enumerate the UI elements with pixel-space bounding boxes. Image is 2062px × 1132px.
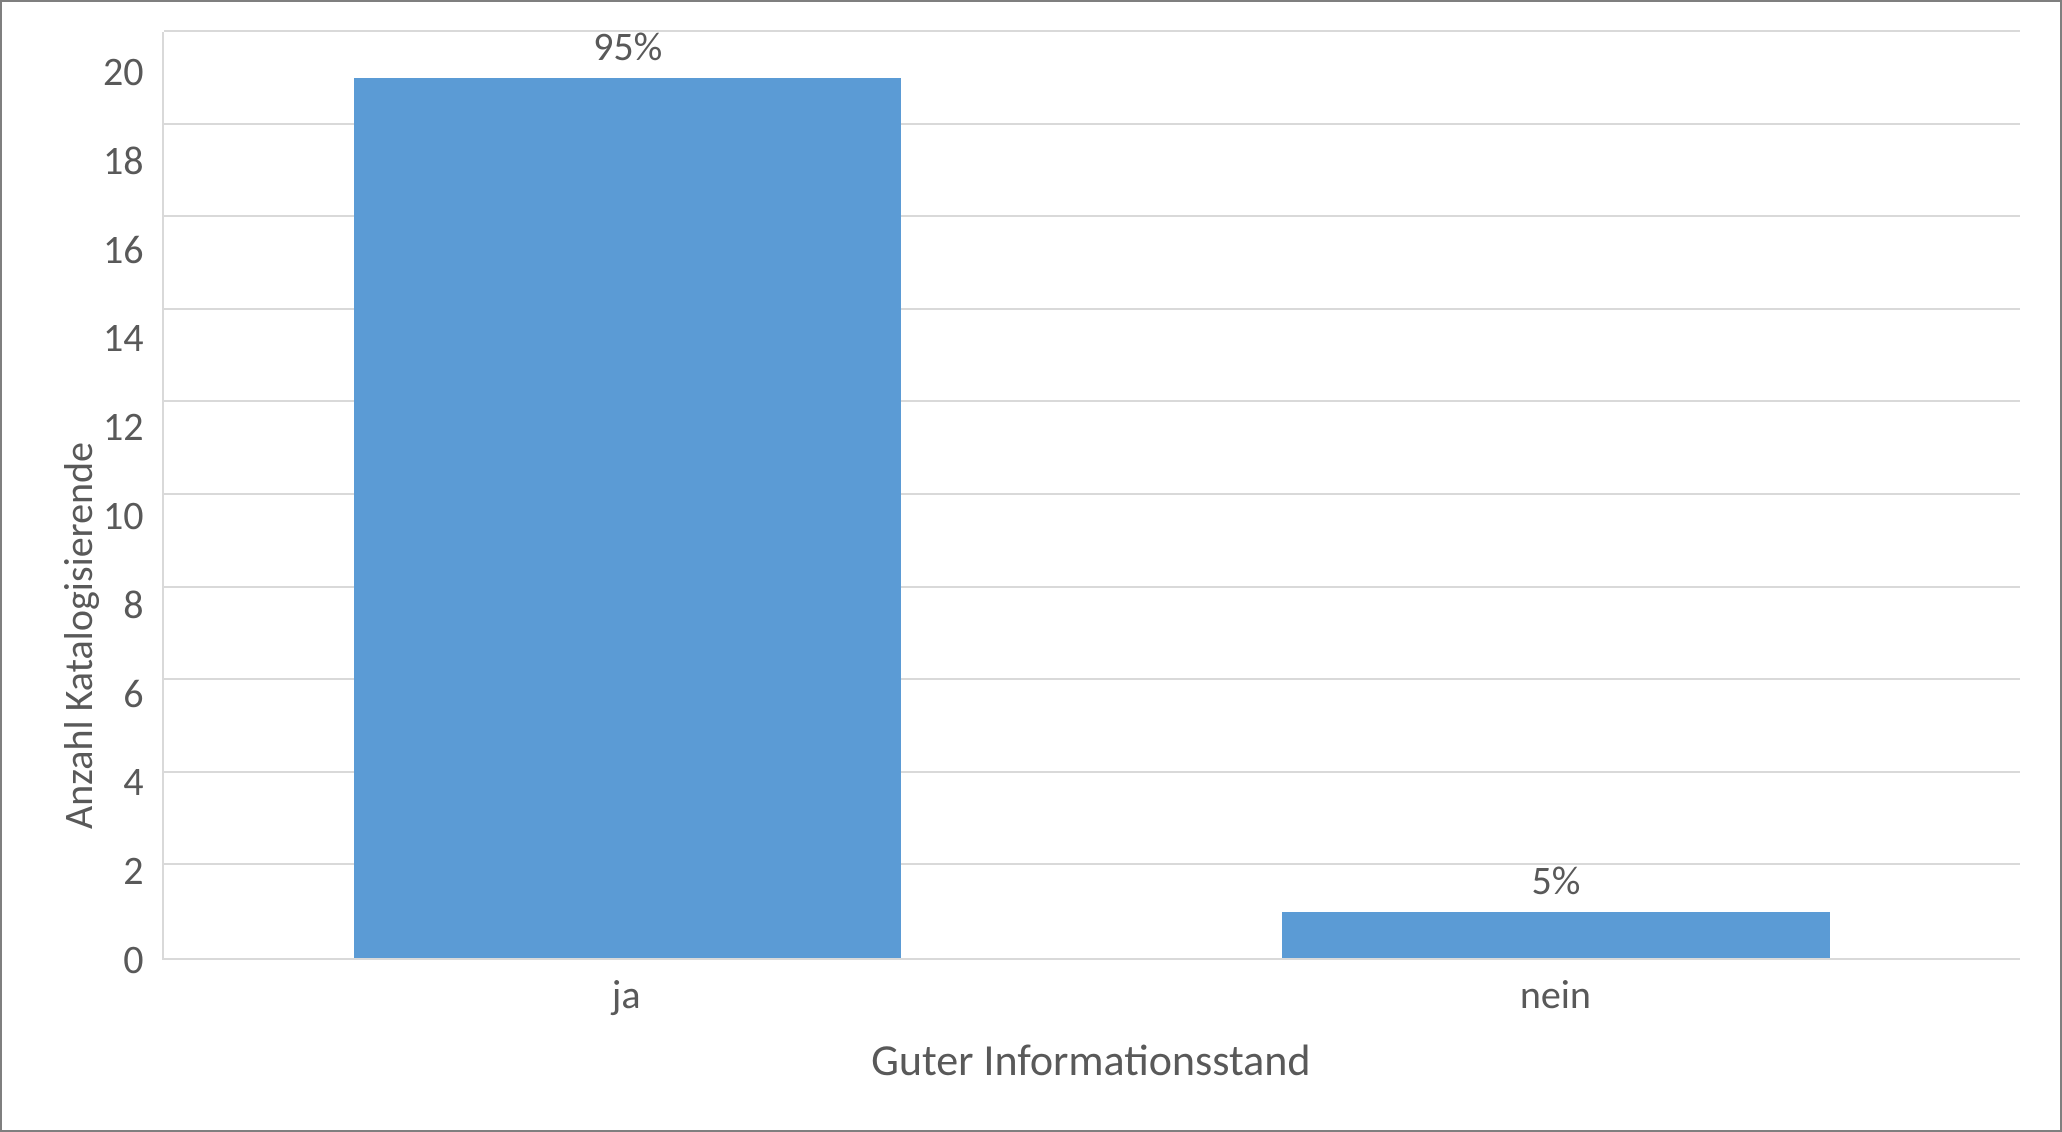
- chart-body: Anzahl Katalogisierende 20 18 16 14 12 1…: [42, 32, 2020, 1100]
- y-tick: 14: [103, 318, 144, 358]
- y-tick: 12: [103, 407, 144, 447]
- y-tick: 18: [103, 141, 144, 181]
- y-tick: 8: [123, 585, 143, 625]
- y-tick: 6: [123, 674, 143, 714]
- bar-ja: 95%: [354, 78, 902, 958]
- y-tick: 0: [123, 940, 143, 980]
- bars-container: 95% 5%: [164, 32, 2020, 958]
- y-axis-ticks: 20 18 16 14 12 10 8 6 4 2 0: [103, 32, 162, 960]
- data-label: 95%: [593, 22, 662, 71]
- x-axis-ticks: ja nein: [162, 960, 2020, 1020]
- y-tick: 2: [123, 851, 143, 891]
- bar-slot: 5%: [1092, 32, 2020, 958]
- x-tick: nein: [1091, 960, 2020, 1020]
- y-axis-label: Anzahl Katalogisierende: [42, 32, 103, 1100]
- y-tick: 10: [103, 496, 144, 536]
- chart-frame: Anzahl Katalogisierende 20 18 16 14 12 1…: [0, 0, 2062, 1132]
- plot-column: 95% 5% ja nein Guter Informationsstand: [162, 32, 2020, 1100]
- x-axis-label: Guter Informationsstand: [162, 1020, 2020, 1100]
- plot-area: 95% 5%: [162, 32, 2020, 960]
- x-tick: ja: [162, 960, 1091, 1020]
- data-label: 5%: [1531, 856, 1580, 905]
- y-tick: 16: [103, 230, 144, 270]
- y-tick: 20: [103, 52, 144, 92]
- bar-slot: 95%: [164, 32, 1092, 958]
- y-tick: 4: [123, 762, 143, 802]
- bar-nein: 5%: [1282, 912, 1830, 958]
